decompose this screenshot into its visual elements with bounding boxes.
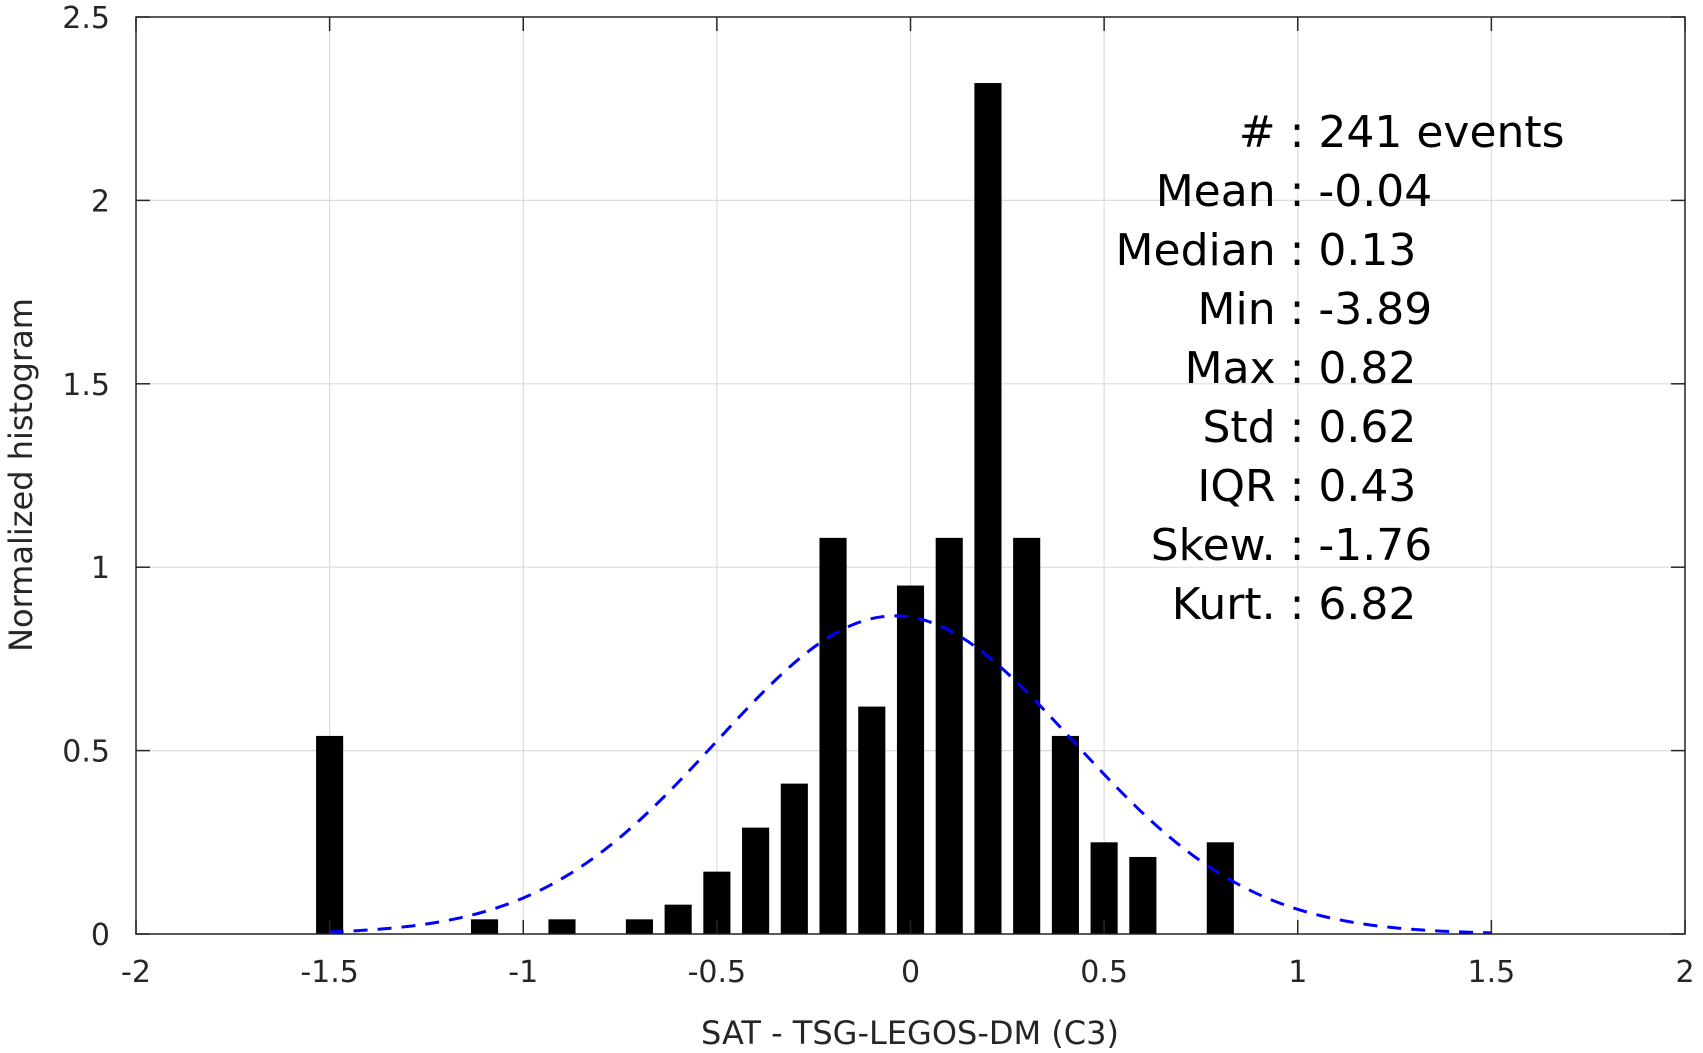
x-tick-label: 0: [901, 955, 920, 990]
stat-line: Median : 0.13: [1116, 225, 1417, 276]
histogram-bar: [664, 904, 692, 934]
stat-name: IQR: [1197, 461, 1289, 512]
stat-value: 0.43: [1304, 461, 1416, 512]
stat-name: Max: [1185, 343, 1290, 394]
gaussian-fit-curve: [329, 614, 1492, 935]
x-tick-label: -1: [508, 955, 538, 990]
histogram-bar: [742, 827, 770, 934]
x-tick-label: -1.5: [300, 955, 359, 990]
histogram-bars: [316, 83, 1234, 935]
stat-name: Median: [1116, 225, 1290, 276]
stat-value: -1.76: [1304, 520, 1432, 571]
y-tick-label: 1: [91, 551, 110, 586]
stat-value: 0.62: [1304, 402, 1416, 453]
x-tick-label: 0.5: [1080, 955, 1128, 990]
stat-value: -0.04: [1304, 166, 1432, 217]
stat-line: Max : 0.82: [1185, 343, 1417, 394]
stat-separator: :: [1290, 579, 1305, 630]
stat-separator: :: [1290, 166, 1305, 217]
y-tick-label: 0: [91, 918, 110, 953]
x-tick-label: 1: [1288, 955, 1307, 990]
y-tick-label: 2.5: [62, 1, 110, 36]
histogram-bar: [780, 783, 808, 934]
stat-line: Skew. : -1.76: [1151, 520, 1433, 571]
stat-line: # : 241 events: [1239, 107, 1565, 158]
y-axis-label: Normalized histogram: [2, 298, 40, 652]
histogram-bar: [470, 919, 499, 934]
stat-value: 0.82: [1304, 343, 1416, 394]
x-axis-label: SAT - TSG-LEGOS-DM (C3): [701, 1014, 1119, 1052]
x-tick-label: -2: [121, 955, 151, 990]
stat-name: Min: [1198, 284, 1290, 335]
x-tick-label: -0.5: [688, 955, 747, 990]
stat-separator: :: [1290, 107, 1305, 158]
histogram-bar: [625, 919, 653, 934]
histogram-bar: [1206, 842, 1234, 934]
stat-line: Kurt. : 6.82: [1172, 579, 1417, 630]
y-tick-label: 0.5: [62, 735, 110, 770]
histogram-bar: [548, 919, 576, 934]
histogram-bar: [1090, 842, 1118, 934]
histogram-bar: [1051, 735, 1079, 934]
stat-value: 6.82: [1304, 579, 1416, 630]
y-tick-labels: 0 0.5 1 1.5 2 2.5: [62, 1, 110, 953]
stat-name: #: [1239, 107, 1290, 158]
stat-separator: :: [1290, 343, 1305, 394]
stat-line: Std : 0.62: [1202, 402, 1416, 453]
stat-separator: :: [1290, 225, 1305, 276]
histogram-bar: [1129, 856, 1157, 934]
histogram-bar: [1013, 537, 1041, 934]
stat-line: Mean : -0.04: [1156, 166, 1433, 217]
stat-separator: :: [1290, 461, 1305, 512]
axis-ticks: [135, 16, 1686, 935]
stat-name: Skew.: [1151, 520, 1290, 571]
stat-value: -3.89: [1304, 284, 1432, 335]
stat-separator: :: [1290, 284, 1305, 335]
y-tick-label: 1.5: [62, 368, 110, 403]
x-tick-label: 1.5: [1468, 955, 1516, 990]
x-tick-label: 2: [1675, 955, 1694, 990]
histogram-bar: [896, 585, 925, 934]
stat-name: Kurt.: [1172, 579, 1290, 630]
stat-name: Std: [1202, 402, 1289, 453]
histogram-bar: [974, 83, 1002, 935]
stat-line: IQR : 0.43: [1197, 461, 1416, 512]
histogram-bar: [819, 537, 847, 934]
histogram-bar: [935, 537, 963, 934]
stat-separator: :: [1290, 520, 1305, 571]
histogram-bar: [858, 706, 886, 934]
y-tick-label: 2: [91, 184, 110, 219]
stat-name: Mean: [1156, 166, 1290, 217]
stat-line: Min : -3.89: [1198, 284, 1433, 335]
x-tick-labels: -2 -1.5 -1 -0.5 0 0.5 1 1.5 2: [121, 955, 1695, 990]
stat-separator: :: [1290, 402, 1305, 453]
stat-value: 0.13: [1304, 225, 1416, 276]
histogram-bar: [316, 735, 344, 934]
stat-value: 241 events: [1304, 107, 1564, 158]
